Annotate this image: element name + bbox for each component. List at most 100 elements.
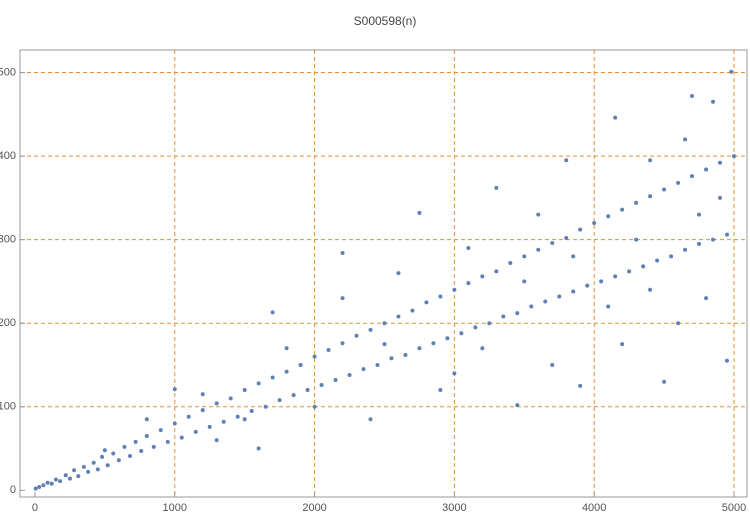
point xyxy=(158,428,163,433)
point xyxy=(438,388,443,393)
point xyxy=(33,486,38,491)
point xyxy=(683,247,688,252)
point xyxy=(592,220,597,225)
y-tick-label: 0 xyxy=(10,484,16,496)
point xyxy=(641,264,646,269)
point xyxy=(228,396,233,401)
point xyxy=(319,383,324,388)
point xyxy=(396,271,401,276)
y-tick-label: 200 xyxy=(0,317,16,329)
point xyxy=(81,464,86,469)
point xyxy=(326,347,331,352)
point xyxy=(648,158,653,163)
point xyxy=(67,476,72,481)
point xyxy=(690,174,695,179)
point xyxy=(466,246,471,251)
x-tick-label: 4000 xyxy=(582,502,606,514)
point xyxy=(221,419,226,424)
point xyxy=(515,311,520,316)
point xyxy=(718,195,723,200)
point xyxy=(396,314,401,319)
point xyxy=(606,304,611,309)
point xyxy=(522,254,527,259)
point xyxy=(214,401,219,406)
plot-frame xyxy=(19,49,748,498)
point xyxy=(445,336,450,341)
point xyxy=(214,438,219,443)
point xyxy=(494,269,499,274)
point xyxy=(662,187,667,192)
point xyxy=(676,321,681,326)
point xyxy=(704,167,709,172)
point xyxy=(557,294,562,299)
x-tick-label: 0 xyxy=(32,502,38,514)
x-tick-label: 3000 xyxy=(442,502,466,514)
point xyxy=(100,454,105,459)
point xyxy=(270,375,275,380)
point xyxy=(508,261,513,266)
point xyxy=(536,247,541,252)
point xyxy=(613,115,618,120)
point xyxy=(480,274,485,279)
point xyxy=(312,404,317,409)
point xyxy=(550,241,555,246)
point xyxy=(45,480,50,485)
y-tick-label: 300 xyxy=(0,234,16,246)
point xyxy=(564,158,569,163)
point xyxy=(354,333,359,338)
point xyxy=(133,439,138,444)
point xyxy=(417,346,422,351)
point xyxy=(697,241,702,246)
point xyxy=(417,210,422,215)
point xyxy=(242,417,247,422)
point xyxy=(41,483,46,488)
point xyxy=(291,393,296,398)
point xyxy=(620,207,625,212)
point xyxy=(284,346,289,351)
point xyxy=(389,356,394,361)
point xyxy=(144,417,149,422)
point xyxy=(128,454,133,459)
point xyxy=(711,99,716,104)
point xyxy=(690,93,695,98)
point xyxy=(613,274,618,279)
point xyxy=(179,435,184,440)
point xyxy=(480,346,485,351)
point xyxy=(676,180,681,185)
point xyxy=(333,378,338,383)
point xyxy=(620,342,625,347)
point xyxy=(122,444,127,449)
point xyxy=(172,387,177,392)
point xyxy=(403,352,408,357)
point xyxy=(144,434,149,439)
point xyxy=(375,362,380,367)
point xyxy=(431,341,436,346)
point xyxy=(186,414,191,419)
point xyxy=(37,484,42,489)
x-tick-label: 2000 xyxy=(302,502,326,514)
point xyxy=(235,414,240,419)
point xyxy=(424,300,429,305)
point xyxy=(139,449,144,454)
point xyxy=(63,473,68,478)
point xyxy=(487,321,492,326)
y-tick-label: 500 xyxy=(0,66,16,78)
point xyxy=(49,481,54,486)
point xyxy=(529,304,534,309)
point xyxy=(704,296,709,301)
point xyxy=(662,379,667,384)
point xyxy=(718,160,723,165)
point xyxy=(382,342,387,347)
point xyxy=(284,369,289,374)
point xyxy=(111,451,116,456)
point xyxy=(599,279,604,284)
point xyxy=(347,373,352,378)
point xyxy=(200,408,205,413)
point xyxy=(459,331,464,336)
point xyxy=(648,194,653,199)
point xyxy=(256,446,261,451)
point xyxy=(368,417,373,422)
point xyxy=(669,254,674,259)
point xyxy=(725,358,730,363)
point xyxy=(515,403,520,408)
